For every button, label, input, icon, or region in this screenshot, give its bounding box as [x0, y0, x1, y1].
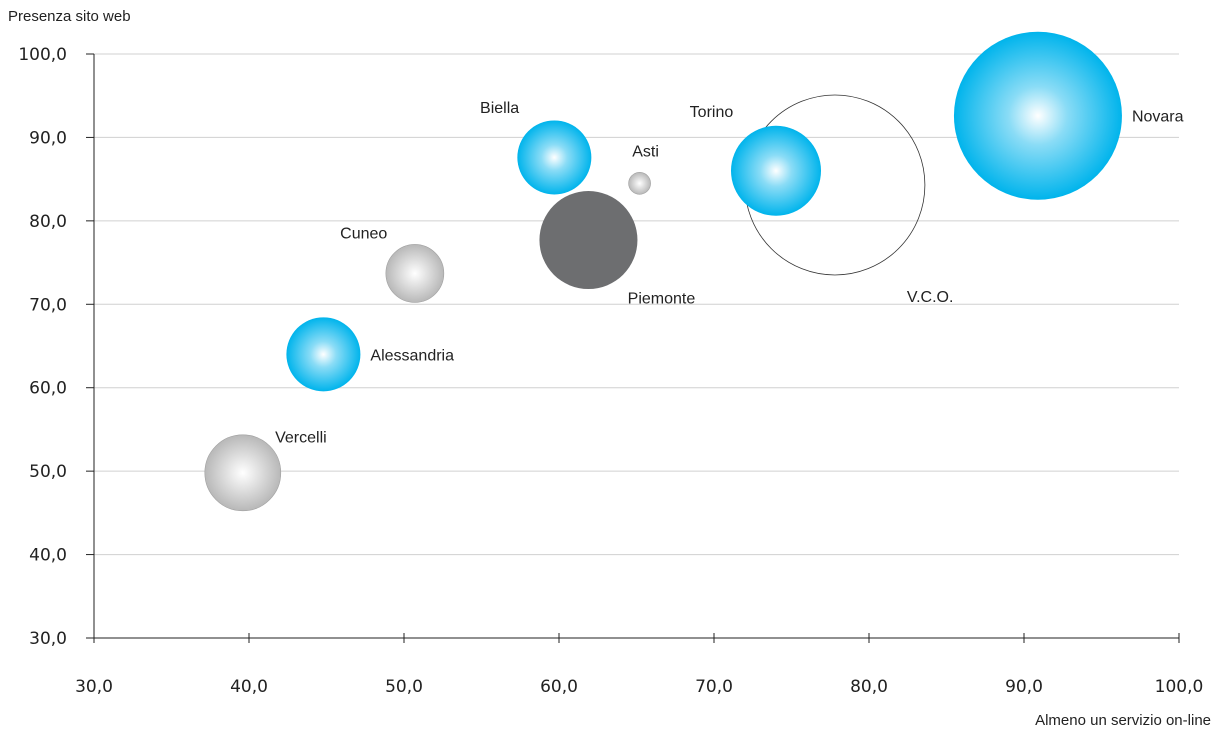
bubble-label-piemonte: Piemonte [628, 291, 696, 308]
bubble-label-torino: Torino [690, 104, 734, 121]
y-tick-label: 50,0 [29, 462, 67, 482]
bubble-label-cuneo: Cuneo [340, 226, 387, 243]
x-tick-label: 30,0 [75, 677, 113, 697]
bubble-vercelli [204, 434, 282, 512]
bubble-piemonte [539, 191, 638, 290]
y-axis-title: Presenza sito web [8, 8, 131, 25]
x-tick-label: 90,0 [1005, 677, 1043, 697]
x-tick-label: 80,0 [850, 677, 888, 697]
bubble-cuneo [385, 244, 445, 303]
x-axis-ticks: 30,0 40,0 50,0 60,0 70,0 80,0 90,0 100,0 [75, 633, 1203, 697]
bubble-labels: Vercelli Alessandria Cuneo Biella Asti Piemon… [275, 100, 1184, 446]
bubble-torino [731, 125, 821, 216]
y-axis-ticks: 30,0 40,0 50,0 60,0 70,0 80,0 90,0 100,0 [18, 45, 94, 649]
axes [93, 54, 1179, 639]
bubble-label-alessandria: Alessandria [370, 347, 454, 364]
bubble-label-v-c-o: V.C.O. [907, 289, 954, 306]
x-tick-label: 40,0 [230, 677, 268, 697]
bubble-label-asti: Asti [632, 143, 659, 160]
y-tick-label: 90,0 [29, 128, 67, 148]
bubble-label-novara: Novara [1132, 109, 1184, 126]
y-tick-label: 40,0 [29, 546, 67, 566]
bubble-label-vercelli: Vercelli [275, 429, 327, 446]
x-tick-label: 70,0 [695, 677, 733, 697]
bubbles [204, 31, 1122, 512]
bubble-alessandria [286, 317, 361, 392]
x-axis-title: Almeno un servizio on-line [1035, 712, 1211, 729]
bubble-label-biella: Biella [480, 100, 519, 117]
y-tick-label: 30,0 [29, 629, 67, 649]
y-tick-label: 100,0 [18, 45, 67, 65]
y-tick-label: 70,0 [29, 295, 67, 315]
bubble-biella [517, 120, 592, 195]
bubble-asti [628, 172, 651, 195]
y-tick-label: 60,0 [29, 379, 67, 399]
y-tick-label: 80,0 [29, 212, 67, 232]
x-tick-label: 60,0 [540, 677, 578, 697]
x-tick-label: 100,0 [1155, 677, 1204, 697]
x-tick-label: 50,0 [385, 677, 423, 697]
bubble-novara [953, 31, 1122, 200]
